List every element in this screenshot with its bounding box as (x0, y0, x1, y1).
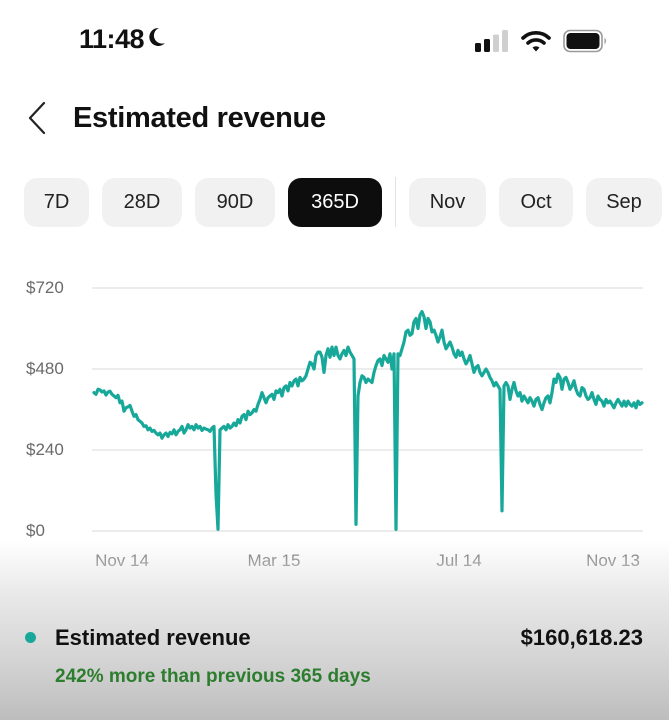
tab-90d[interactable]: 90D (195, 177, 275, 227)
period-tabs: 7D 28D 90D 365D Nov Oct Sep (24, 177, 669, 227)
summary-change: 242% more than previous 365 days (55, 666, 371, 687)
tab-oct[interactable]: Oct (499, 177, 573, 227)
tab-365d[interactable]: 365D (288, 177, 382, 227)
chart-plot (92, 287, 644, 532)
chart-gridlines (92, 287, 643, 532)
status-bar: 11:48 (0, 0, 669, 80)
summary-label: Estimated revenue (55, 625, 251, 650)
status-time: 11:48 (79, 24, 166, 55)
wifi-icon (521, 30, 551, 57)
header: Estimated revenue (0, 95, 669, 145)
tab-divider (395, 177, 396, 227)
revenue-chart[interactable]: $720 $480 $240 $0 Nov 14 Mar 15 Jul 14 N… (0, 270, 669, 580)
status-icons (475, 29, 609, 58)
chevron-left-icon (27, 101, 47, 140)
y-tick-label: $720 (26, 278, 64, 297)
tab-28d[interactable]: 28D (102, 177, 182, 227)
tab-7d[interactable]: 7D (24, 177, 89, 227)
legend-dot-icon (25, 632, 36, 643)
moon-icon (148, 24, 166, 55)
tab-nov[interactable]: Nov (409, 177, 486, 227)
revenue-summary: Estimated revenue $160,618.23 242% more … (0, 620, 669, 700)
summary-value: $160,618.23 (520, 625, 643, 650)
signal-icon (475, 30, 509, 57)
y-tick-label: $480 (26, 359, 64, 378)
y-tick-label: $0 (26, 521, 45, 540)
revenue-line (92, 309, 644, 531)
clock-text: 11:48 (79, 24, 145, 54)
page-title: Estimated revenue (73, 102, 326, 134)
tab-sep[interactable]: Sep (586, 177, 662, 227)
back-button[interactable] (22, 101, 52, 140)
y-tick-label: $240 (26, 440, 64, 459)
bottom-sheet-background (0, 540, 669, 720)
battery-icon (563, 29, 609, 58)
